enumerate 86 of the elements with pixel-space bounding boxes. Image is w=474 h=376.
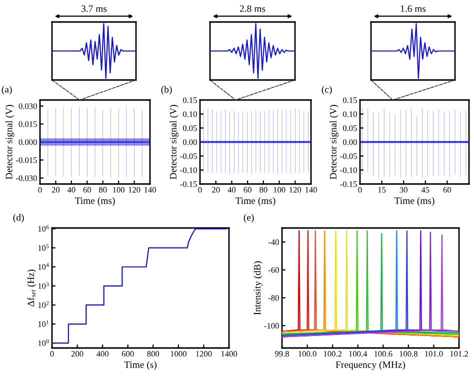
y-tick-label: -0.030 bbox=[16, 175, 37, 182]
y-axis-title: Δf$_{set}$ (Hz) bbox=[27, 270, 36, 306]
y-tick-label: 0.05 bbox=[182, 125, 197, 132]
x-tick-label: 40 bbox=[228, 187, 236, 193]
y-tick-label: 0.05 bbox=[342, 125, 357, 132]
y-tick-label: 10$^{4}$ bbox=[38, 263, 49, 270]
y-tick-label: 0.00 bbox=[182, 139, 197, 146]
x-tick-label: 15 bbox=[378, 187, 386, 193]
x-tick-label: 80 bbox=[260, 187, 268, 193]
x-tick-label: 20 bbox=[212, 187, 220, 193]
x-tick-label: 100 bbox=[113, 187, 125, 193]
x-tick-label: 100.2 bbox=[324, 351, 342, 357]
x-tick-label: 100.6 bbox=[374, 351, 392, 357]
y-tick-label: -80 bbox=[268, 295, 279, 301]
text: 3.7 ms bbox=[82, 5, 107, 12]
y-tick-label: -0.15 bbox=[180, 181, 197, 188]
text: (a) bbox=[2, 86, 12, 95]
text: (b) bbox=[161, 86, 172, 95]
y-tick-label: 10$^{2}$ bbox=[38, 301, 49, 308]
x-tick-label: 600 bbox=[122, 351, 134, 357]
text: (e) bbox=[244, 214, 254, 223]
y-tick-label: 0.10 bbox=[182, 111, 197, 118]
text: (d) bbox=[13, 214, 24, 223]
x-axis-title: Frequency (MHz) bbox=[336, 361, 406, 370]
x-tick-label: 40 bbox=[67, 187, 76, 193]
text: 1.6 ms bbox=[400, 5, 426, 12]
y-axis-title: Detector signal (V) bbox=[330, 104, 338, 180]
y-tick-label: 0.10 bbox=[342, 111, 357, 118]
y-tick-label: 10$^{1}$ bbox=[38, 320, 49, 327]
x-tick-label: 20 bbox=[52, 187, 60, 193]
y-tick-label: -60 bbox=[268, 267, 279, 273]
x-tick-label: 140 bbox=[144, 187, 156, 193]
y-axis-title: Intensity (dB) bbox=[254, 261, 263, 315]
y-tick-label: -0.05 bbox=[180, 153, 197, 160]
x-axis-title: Time (s) bbox=[124, 361, 157, 370]
x-tick-label: 99.8 bbox=[274, 351, 289, 357]
x-tick-label: 0 bbox=[38, 187, 42, 193]
y-tick-label: 10$^{3}$ bbox=[38, 282, 49, 289]
x-tick-label: 100.4 bbox=[349, 351, 368, 357]
x-tick-label: 0 bbox=[50, 351, 54, 357]
x-tick-label: 45 bbox=[421, 187, 430, 193]
x-tick-label: 101.0 bbox=[425, 351, 443, 357]
y-tick-label: 0.15 bbox=[182, 97, 197, 104]
x-tick-label: 100.0 bbox=[298, 351, 316, 357]
x-tick-label: 1200 bbox=[196, 351, 212, 357]
x-tick-label: 1000 bbox=[170, 351, 186, 357]
x-tick-label: 120 bbox=[290, 187, 302, 193]
x-tick-label: 101.2 bbox=[450, 351, 468, 357]
y-tick-label: -0.05 bbox=[340, 153, 357, 160]
x-tick-label: 1400 bbox=[221, 351, 238, 357]
text: 2.8 ms bbox=[240, 5, 266, 12]
line-series bbox=[52, 228, 228, 344]
y-tick-label: -0.10 bbox=[340, 167, 357, 174]
x-tick-label: 30 bbox=[400, 187, 408, 193]
y-tick-label: 0.015 bbox=[18, 121, 37, 128]
x-tick-label: 0 bbox=[198, 187, 202, 193]
y-tick-label: 10$^{0}$ bbox=[38, 339, 49, 346]
y-tick-label: 0.030 bbox=[18, 103, 37, 110]
y-tick-label: -0.015 bbox=[16, 157, 37, 164]
x-tick-label: 60 bbox=[83, 187, 91, 193]
x-tick-label: 100 bbox=[274, 187, 286, 193]
y-tick-label: -100 bbox=[264, 323, 279, 329]
x-tick-label: 400 bbox=[96, 351, 109, 357]
y-tick-label: -0.15 bbox=[340, 181, 357, 188]
y-tick-label: 0.15 bbox=[342, 97, 357, 104]
y-tick-label: 0.00 bbox=[342, 139, 357, 146]
y-axis-title: Detector signal (V) bbox=[5, 104, 14, 180]
x-tick-label: 60 bbox=[443, 187, 452, 193]
x-tick-label: 800 bbox=[147, 351, 160, 357]
x-axis-title: Time (ms) bbox=[235, 197, 276, 206]
y-axis-title: Detector signal (V) bbox=[170, 104, 178, 180]
x-tick-label: 60 bbox=[244, 187, 252, 193]
y-tick-label: -40 bbox=[268, 239, 279, 245]
x-tick-label: 0 bbox=[358, 187, 362, 193]
y-tick-label: 10$^{6}$ bbox=[38, 225, 49, 232]
x-axis-title: Time (ms) bbox=[394, 197, 434, 206]
x-tick-label: 120 bbox=[128, 187, 140, 193]
x-tick-label: 100.8 bbox=[400, 351, 418, 357]
x-tick-label: 200 bbox=[71, 351, 84, 357]
y-tick-label: -0.10 bbox=[180, 167, 197, 174]
y-tick-label: 0.000 bbox=[18, 139, 37, 146]
x-tick-label: 140 bbox=[305, 187, 317, 193]
y-tick-label: 10$^{5}$ bbox=[38, 244, 49, 251]
x-tick-label: 80 bbox=[99, 187, 107, 193]
text: (c) bbox=[322, 86, 332, 95]
x-axis-title: Time (ms) bbox=[74, 197, 115, 206]
